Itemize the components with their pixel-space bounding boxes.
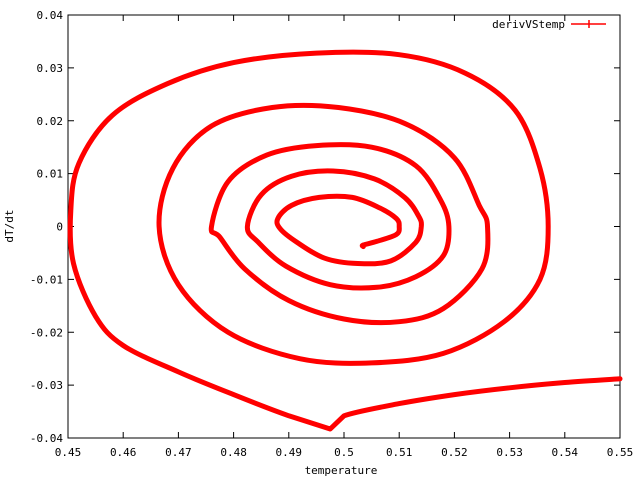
plot-frame [67,14,621,439]
y-tick-label: -0.04 [30,432,63,445]
x-tick-label: 0.54 [552,446,579,459]
x-tick-label: 0.48 [220,446,247,459]
x-tick-label: 0.47 [165,446,192,459]
legend-label: derivVStemp [492,18,565,31]
x-tick-label: 0.46 [110,446,137,459]
y-axis-ticks: -0.04 -0.03 -0.02 -0.01 0 0.01 0.02 0.03 0.04 [30,9,620,445]
x-tick-label: 0.51 [386,446,413,459]
x-tick-label: 0.55 [607,446,634,459]
x-tick-label: 0.45 [55,446,82,459]
y-tick-label: 0.02 [37,115,64,128]
y-axis-label: dT/dt [3,209,16,242]
legend: derivVStemp [492,18,606,31]
y-tick-label: -0.03 [30,379,63,392]
x-tick-label: 0.52 [441,446,468,459]
y-tick-label: -0.01 [30,273,63,286]
y-tick-label: 0.04 [37,9,64,22]
x-tick-label: 0.53 [496,446,523,459]
x-axis-label: temperature [305,464,378,477]
y-tick-label: -0.02 [30,326,63,339]
series-layer [67,49,623,432]
y-tick-label: 0 [56,221,63,234]
y-tick-label: 0.01 [37,168,64,181]
x-tick-label: 0.5 [334,446,354,459]
y-tick-label: 0.03 [37,62,64,75]
x-axis-ticks: 0.45 0.46 0.47 0.48 0.49 0.5 0.51 0.52 0.53 0.54 0… [55,15,634,459]
x-tick-label: 0.49 [276,446,303,459]
series-line-derivVStemp [67,49,623,432]
